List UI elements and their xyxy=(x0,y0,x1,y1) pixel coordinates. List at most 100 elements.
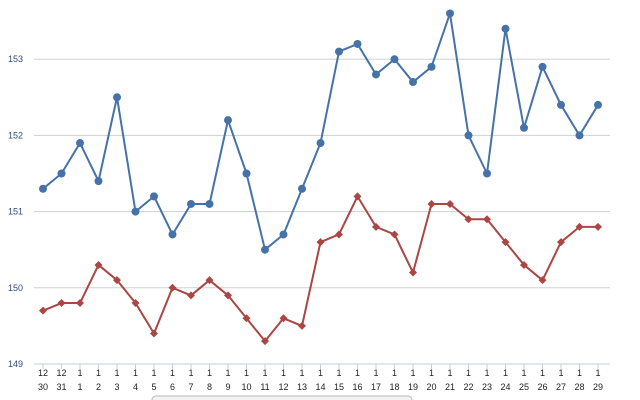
x-tick-label-day: 26 xyxy=(537,382,547,392)
series-line-1 xyxy=(42,12,599,251)
data-point[interactable] xyxy=(279,314,288,323)
data-point[interactable] xyxy=(39,184,47,193)
data-point[interactable] xyxy=(298,184,306,193)
data-point[interactable] xyxy=(261,337,269,346)
data-point[interactable] xyxy=(242,314,251,323)
data-point[interactable] xyxy=(39,306,47,315)
data-point[interactable] xyxy=(390,230,399,239)
data-point[interactable] xyxy=(372,222,380,231)
data-point[interactable] xyxy=(187,199,195,208)
x-tick-label-month: 1 xyxy=(558,368,563,378)
x-tick-label-month: 1 xyxy=(188,368,193,378)
data-point[interactable] xyxy=(205,199,214,208)
x-tick-label-day: 27 xyxy=(556,382,566,392)
data-point[interactable] xyxy=(353,39,362,48)
data-point[interactable] xyxy=(538,62,547,71)
data-point[interactable] xyxy=(594,222,602,231)
series-2 xyxy=(39,192,602,346)
data-point[interactable] xyxy=(187,291,195,300)
x-tick-label-day: 9 xyxy=(225,382,230,392)
data-point[interactable] xyxy=(261,245,269,254)
x-tick-label-day: 15 xyxy=(334,382,344,392)
data-point[interactable] xyxy=(446,199,454,208)
data-point[interactable] xyxy=(279,230,288,239)
data-point[interactable] xyxy=(575,222,584,231)
x-tick-label-month: 1 xyxy=(503,368,508,378)
data-point[interactable] xyxy=(427,199,436,208)
data-point[interactable] xyxy=(520,123,528,132)
x-tick-label-day: 31 xyxy=(56,382,66,392)
x-tick-label-month: 1 xyxy=(540,368,545,378)
data-point[interactable] xyxy=(76,139,84,148)
data-point[interactable] xyxy=(298,321,306,330)
x-tick-label-month: 1 xyxy=(133,368,138,378)
x-tick-label-day: 21 xyxy=(445,382,455,392)
x-tick-label-day: 25 xyxy=(519,382,529,392)
scrollbar-thumb[interactable] xyxy=(151,395,413,400)
data-point[interactable] xyxy=(372,70,380,79)
data-point[interactable] xyxy=(335,230,343,239)
data-point[interactable] xyxy=(557,100,565,109)
x-tick-label-day: 7 xyxy=(188,382,193,392)
data-point[interactable] xyxy=(409,78,417,87)
x-tick-label-month: 12 xyxy=(38,368,48,378)
data-point[interactable] xyxy=(483,169,491,178)
x-tick-label-month: 1 xyxy=(355,368,360,378)
x-tick-label-day: 28 xyxy=(574,382,584,392)
data-point[interactable] xyxy=(353,192,362,201)
x-tick-label-month: 12 xyxy=(56,368,66,378)
data-point[interactable] xyxy=(427,62,436,71)
data-point[interactable] xyxy=(224,116,232,125)
data-point[interactable] xyxy=(520,260,528,269)
data-point[interactable] xyxy=(113,93,121,102)
y-tick-label: 151 xyxy=(8,207,23,217)
data-point[interactable] xyxy=(594,100,602,109)
data-point[interactable] xyxy=(335,47,343,56)
data-point[interactable] xyxy=(113,276,121,285)
y-tick-label: 149 xyxy=(8,359,23,369)
data-point[interactable] xyxy=(94,177,103,186)
x-tick-label-month: 1 xyxy=(392,368,397,378)
data-point[interactable] xyxy=(390,55,399,64)
data-point[interactable] xyxy=(501,238,510,247)
data-point[interactable] xyxy=(131,207,140,216)
x-tick-label-month: 1 xyxy=(429,368,434,378)
data-point[interactable] xyxy=(131,299,140,308)
data-point[interactable] xyxy=(242,169,251,178)
x-tick-label-day: 5 xyxy=(151,382,156,392)
data-point[interactable] xyxy=(483,215,491,224)
y-tick-label: 153 xyxy=(8,54,23,64)
x-tick-label-day: 10 xyxy=(241,382,251,392)
data-point[interactable] xyxy=(316,139,325,148)
x-tick-label-day: 16 xyxy=(352,382,362,392)
data-point[interactable] xyxy=(205,276,214,285)
x-tick-label-month: 1 xyxy=(521,368,526,378)
data-point[interactable] xyxy=(168,230,177,239)
y-tick-label: 150 xyxy=(8,283,23,293)
data-point[interactable] xyxy=(538,276,547,285)
data-point[interactable] xyxy=(557,238,565,247)
x-tick-label-day: 3 xyxy=(114,382,119,392)
data-point[interactable] xyxy=(57,299,66,308)
data-point[interactable] xyxy=(575,131,584,140)
data-point[interactable] xyxy=(150,192,158,201)
data-point[interactable] xyxy=(76,299,84,308)
x-tick-label-month: 1 xyxy=(466,368,471,378)
data-point[interactable] xyxy=(316,238,325,247)
data-point[interactable] xyxy=(168,283,177,292)
data-point[interactable] xyxy=(150,329,158,338)
gridlines xyxy=(34,58,610,365)
x-tick-label-day: 8 xyxy=(207,382,212,392)
data-point[interactable] xyxy=(94,260,103,269)
data-point[interactable] xyxy=(446,9,454,18)
x-tick-label-month: 1 xyxy=(170,368,175,378)
data-point[interactable] xyxy=(464,215,473,224)
x-tick-label-month: 1 xyxy=(410,368,415,378)
data-point[interactable] xyxy=(57,169,66,178)
data-point[interactable] xyxy=(501,24,510,33)
data-point[interactable] xyxy=(464,131,473,140)
data-point[interactable] xyxy=(224,291,232,300)
data-point[interactable] xyxy=(409,268,417,277)
